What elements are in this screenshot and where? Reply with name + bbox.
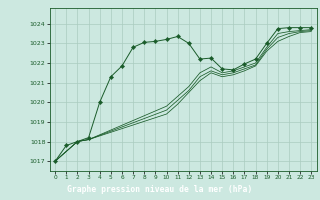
Text: Graphe pression niveau de la mer (hPa): Graphe pression niveau de la mer (hPa) [68, 185, 252, 194]
